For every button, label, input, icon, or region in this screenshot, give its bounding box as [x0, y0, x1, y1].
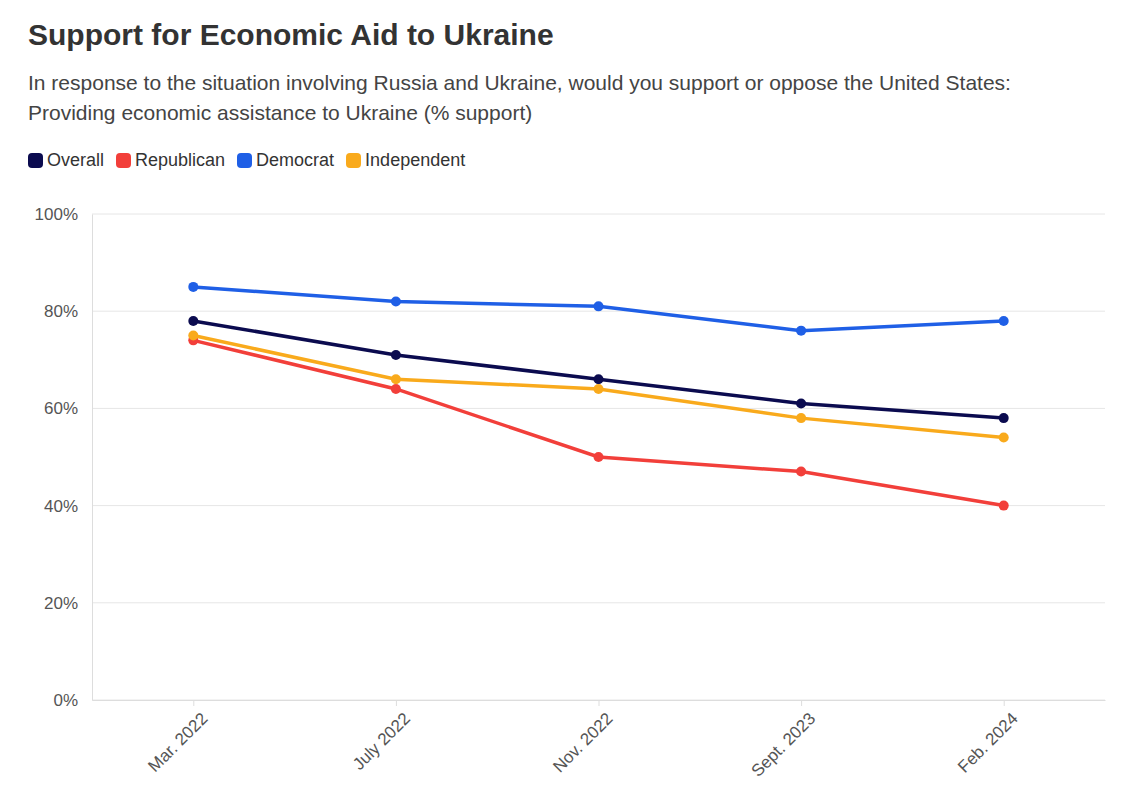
- y-tick: 100%: [35, 205, 92, 224]
- point: [999, 316, 1009, 326]
- chart: 0% 20% 40% 60% 80% 100% Mar. 2022 July 2022 Nov.…: [0, 0, 1144, 808]
- title: Support for Economic Aid to Ukraine: [28, 18, 554, 52]
- series-line: [193, 336, 1003, 438]
- x-tick: Mar. 2022: [145, 700, 212, 776]
- series-line: [193, 340, 1003, 505]
- y-tick-label: 40%: [44, 497, 78, 516]
- point: [796, 326, 806, 336]
- point: [594, 384, 604, 394]
- point: [594, 452, 604, 462]
- grid: [92, 214, 1105, 700]
- y-axis: 0% 20% 40% 60% 80% 100%: [35, 205, 93, 710]
- series-line: [193, 287, 1003, 331]
- y-tick: 80%: [44, 302, 92, 321]
- point: [796, 413, 806, 423]
- legend-label: Overall: [47, 150, 104, 171]
- point: [391, 350, 401, 360]
- legend-swatch: [346, 153, 361, 168]
- legend-swatch: [28, 153, 43, 168]
- x-tick-mark: [396, 700, 397, 706]
- y-tick-label: 20%: [44, 594, 78, 613]
- point: [391, 384, 401, 394]
- x-axis: Mar. 2022 July 2022 Nov. 2022 Sept. 2023 Feb…: [93, 700, 1106, 781]
- y-tick-label: 80%: [44, 302, 78, 321]
- x-tick-mark: [599, 700, 600, 706]
- y-tick-label: 100%: [35, 205, 78, 224]
- plot-area: [188, 282, 1008, 511]
- point: [188, 316, 198, 326]
- grid-line: [92, 408, 1105, 409]
- grid-line: [92, 214, 1105, 215]
- grid-line: [92, 602, 1105, 603]
- point: [999, 433, 1009, 443]
- x-tick: July 2022: [349, 700, 414, 774]
- legend-item: Independent: [346, 150, 465, 171]
- point: [999, 501, 1009, 511]
- x-tick-label: Sept. 2023: [748, 709, 820, 781]
- legend-item: Overall: [28, 150, 104, 171]
- series-markers: [188, 335, 1008, 510]
- legend-item: Democrat: [237, 150, 334, 171]
- x-tick-mark: [801, 700, 802, 706]
- x-tick-label: Mar. 2022: [145, 709, 212, 776]
- subtitle: In response to the situation involving R…: [28, 68, 1088, 128]
- legend-swatch: [237, 153, 252, 168]
- grid-line: [92, 505, 1105, 506]
- point: [188, 331, 198, 341]
- x-tick-label: Nov. 2022: [549, 709, 616, 776]
- x-tick-mark: [193, 700, 194, 706]
- y-tick-label: 0%: [53, 691, 78, 710]
- y-axis-line: [92, 215, 93, 701]
- point: [188, 282, 198, 292]
- point: [796, 467, 806, 477]
- point: [594, 301, 604, 311]
- point: [796, 399, 806, 409]
- series-markers: [188, 282, 1008, 336]
- legend-swatch: [116, 153, 131, 168]
- point: [999, 413, 1009, 423]
- y-tick: 20%: [44, 594, 92, 613]
- x-tick: Nov. 2022: [549, 700, 616, 776]
- x-tick-mark: [1004, 700, 1005, 706]
- x-tick-label: July 2022: [349, 709, 414, 774]
- point: [391, 374, 401, 384]
- legend: Overall Republican Democrat Independent: [28, 150, 477, 171]
- y-tick-label: 60%: [44, 399, 78, 418]
- point: [391, 296, 401, 306]
- y-tick: 40%: [44, 497, 92, 516]
- legend-label: Independent: [365, 150, 465, 171]
- legend-label: Republican: [135, 150, 225, 171]
- point: [594, 374, 604, 384]
- y-tick: 60%: [44, 399, 92, 418]
- x-tick: Feb. 2024: [954, 700, 1022, 777]
- y-tick: 0%: [53, 691, 92, 710]
- series-markers: [188, 331, 1008, 443]
- x-tick-label: Feb. 2024: [954, 709, 1022, 777]
- x-tick: Sept. 2023: [748, 700, 820, 781]
- legend-label: Democrat: [256, 150, 334, 171]
- legend-item: Republican: [116, 150, 225, 171]
